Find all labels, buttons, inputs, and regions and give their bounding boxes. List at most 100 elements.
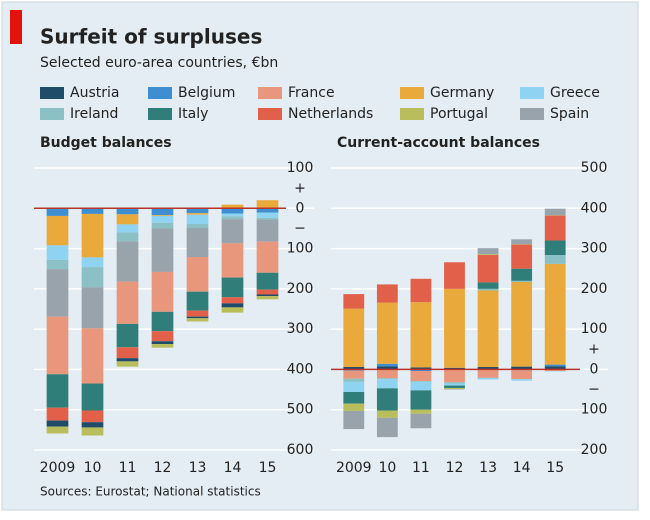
bar-segment [544, 364, 566, 367]
bar-segment [410, 390, 432, 410]
bar-segment [376, 369, 398, 379]
bar-segment [81, 328, 104, 384]
bar-segment [343, 294, 365, 309]
bar-segment [116, 241, 139, 282]
bar-segment [46, 374, 69, 408]
x-tick-label: 11 [119, 460, 137, 476]
bar-segment [410, 381, 432, 391]
bar-segment [81, 257, 104, 268]
x-tick-label: 15 [259, 460, 277, 476]
bar-segment [256, 241, 279, 273]
bar-segment [343, 367, 365, 370]
bar-segment [444, 383, 465, 386]
bar-segment [186, 291, 209, 311]
bar-segment [81, 410, 104, 423]
bar-segment [256, 296, 279, 300]
y-tick-label: 300 [581, 241, 608, 257]
bar-segment [256, 219, 279, 242]
bar-segment [46, 259, 69, 270]
bar-segment [151, 228, 174, 272]
bar-segment [544, 208, 566, 216]
bar-segment [221, 297, 244, 304]
bar-segment [46, 316, 69, 375]
x-tick-label: 12 [446, 460, 464, 476]
bar-segment [376, 366, 398, 370]
bar-segment [343, 370, 365, 379]
bar-segment [46, 208, 69, 216]
legend-swatch [520, 87, 544, 99]
sign-label: + [294, 180, 306, 196]
bar-segment [444, 369, 465, 383]
bar-segment [221, 307, 244, 313]
bar-segment [410, 278, 432, 303]
bar-segment [256, 212, 279, 218]
bar-segment [46, 215, 69, 246]
bar-segment [544, 366, 566, 370]
chart-title: Budget balances [40, 135, 172, 151]
y-tick-label: 600 [287, 442, 314, 458]
x-tick-label: 14 [513, 460, 531, 476]
bar-segment [151, 215, 174, 223]
x-tick-label: 12 [154, 460, 172, 476]
bar-segment [444, 387, 465, 390]
bar-segment [511, 379, 533, 381]
bar-segment [81, 208, 104, 214]
bar-segment [151, 331, 174, 342]
bar-segment [256, 289, 279, 295]
y-tick-label: 300 [287, 321, 314, 337]
legend-swatch [520, 108, 544, 120]
legend-swatch [400, 108, 424, 120]
y-tick-label: 400 [287, 361, 314, 377]
bar-segment [511, 366, 533, 370]
bar-segment [81, 383, 104, 411]
bar-segment [410, 302, 432, 368]
bar-segment [544, 369, 566, 372]
bar-segment [256, 294, 279, 297]
bar-segment [477, 377, 499, 380]
bar-segment [376, 363, 398, 367]
bar-segment [116, 224, 139, 233]
bar-segment [46, 426, 69, 434]
x-tick-label: 10 [378, 460, 396, 476]
bar-segment [477, 369, 499, 378]
y-tick-label: 0 [590, 361, 599, 377]
bar-segment [186, 208, 209, 214]
bar-segment [151, 311, 174, 332]
bar-segment [376, 410, 398, 418]
bar-segment [343, 378, 365, 382]
bar-segment [477, 288, 499, 291]
title: Surfeit of surpluses [40, 25, 262, 49]
bar-segment [410, 409, 432, 414]
bar-segment [343, 403, 365, 411]
x-tick-label: 2009 [40, 460, 76, 476]
bar-segment [116, 323, 139, 348]
bar-segment [511, 370, 533, 380]
chart-title: Current-account balances [337, 135, 540, 151]
bar-segment [186, 318, 209, 322]
bar-segment [477, 367, 499, 370]
bar-segment [221, 303, 244, 308]
bar-segment [221, 277, 244, 298]
bar-segment [151, 208, 174, 216]
y-tick-label: 200 [581, 281, 608, 297]
bar-segment [376, 417, 398, 438]
bar-segment [410, 369, 432, 372]
bar-segment [343, 381, 365, 392]
y-tick-label: 100 [581, 321, 608, 337]
bar-segment [343, 308, 365, 368]
bar-segment [221, 243, 244, 278]
bar-segment [186, 213, 209, 215]
bar-segment [186, 257, 209, 292]
bar-segment [46, 407, 69, 421]
legend-label: Portugal [430, 106, 488, 122]
y-tick-label: 500 [287, 402, 314, 418]
source: Sources: Eurostat; National statistics [40, 485, 261, 499]
legend-swatch [400, 87, 424, 99]
legend-swatch [258, 87, 282, 99]
bar-segment [544, 215, 566, 241]
bar-segment [81, 267, 104, 288]
sign-label: − [588, 381, 600, 397]
bar-segment [151, 344, 174, 348]
